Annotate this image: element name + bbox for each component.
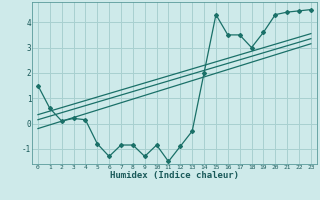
- X-axis label: Humidex (Indice chaleur): Humidex (Indice chaleur): [110, 171, 239, 180]
